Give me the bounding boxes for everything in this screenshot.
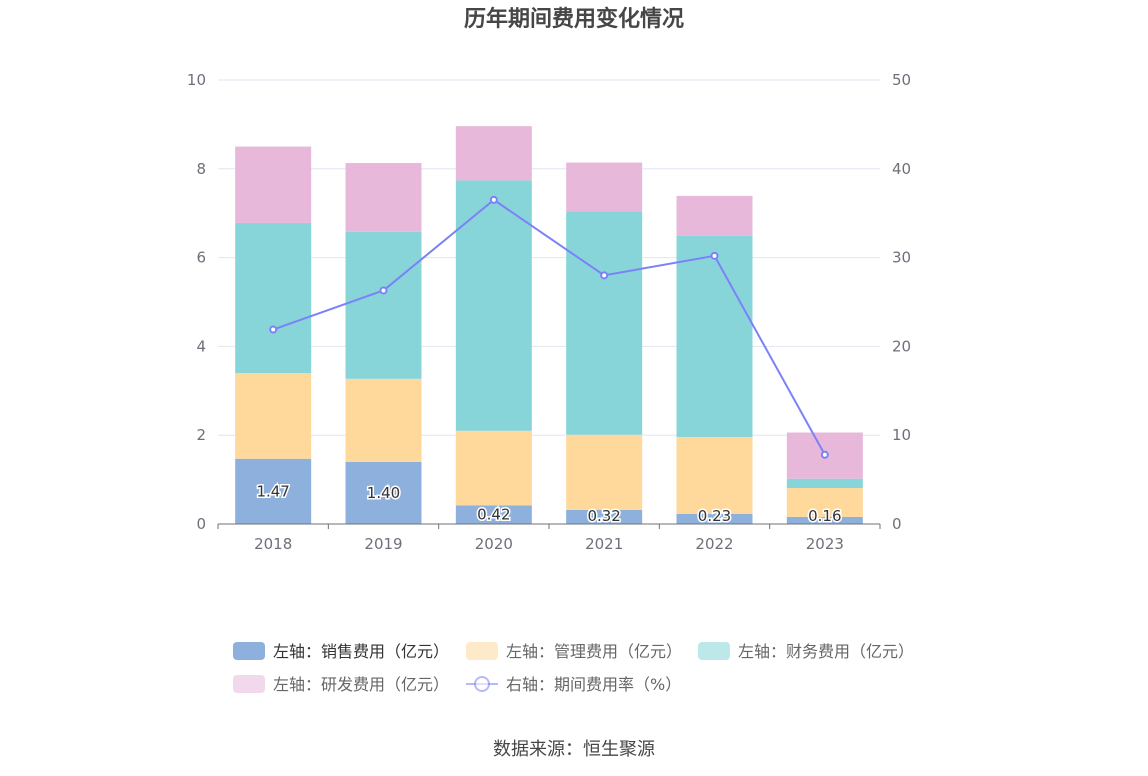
line-series: [269, 195, 829, 459]
legend-item: 左轴：财务费用（亿元）: [698, 642, 914, 661]
line-point: [710, 251, 719, 260]
right-axis-tick-label: 30: [892, 249, 911, 267]
legend-item: 右轴：期间费用率（%）: [466, 675, 681, 694]
chart-title: 历年期间费用变化情况: [464, 6, 684, 32]
line-point: [820, 450, 829, 459]
bar: [566, 509, 643, 524]
bar: [676, 235, 753, 437]
legend-label: 左轴：管理费用（亿元）: [506, 642, 682, 661]
bar: [566, 211, 643, 435]
bar: [345, 378, 422, 462]
bar: [455, 126, 532, 181]
legend-label: 左轴：研发费用（亿元）: [273, 675, 449, 694]
bar: [235, 222, 312, 374]
right-axis-tick-label: 50: [892, 71, 911, 89]
bar: [455, 430, 532, 506]
legend-swatch-marker: [474, 676, 490, 692]
legend: 左轴：销售费用（亿元） 左轴：管理费用（亿元） 左轴：财务费用（亿元） 左轴：研发费用…: [233, 642, 914, 694]
bar-data-label: 0.42: [477, 506, 510, 524]
right-axis-tick-label: 40: [892, 160, 911, 178]
bar: [235, 458, 312, 524]
bar: [455, 505, 532, 524]
left-axis-tick-label: 6: [196, 249, 206, 267]
bar: [235, 373, 312, 459]
bar-data-label: 0.32: [587, 507, 620, 525]
data-labels: 1.47 1.40 0.42 0.32 0.23 0.16: [255, 481, 843, 527]
legend-label: 右轴：期间费用率（%）: [506, 675, 681, 694]
bar: [345, 231, 422, 379]
bar: [786, 516, 863, 524]
bar-data-label: 0.16: [808, 507, 841, 525]
legend-label: 左轴：财务费用（亿元）: [738, 642, 914, 661]
axes: 0 2 4 6 8 10 0 10 20 30 40 50 2018 2019 2020 2021 2022 20…: [187, 71, 911, 553]
legend-item: 左轴：管理费用（亿元）: [466, 642, 682, 661]
bar: [345, 461, 422, 524]
bar-data-label: 1.40: [367, 484, 400, 502]
line-path: [272, 198, 826, 456]
x-axis-tick-label: 2018: [254, 535, 292, 553]
bar-data-label: 0.23: [698, 507, 731, 525]
line-point: [379, 286, 388, 295]
source-note: 数据来源：恒生聚源: [493, 739, 655, 760]
bar: [786, 478, 863, 489]
bar: [235, 146, 312, 223]
legend-swatch: [698, 642, 730, 660]
legend-swatch: [233, 642, 265, 660]
legend-swatch: [233, 675, 265, 693]
legend-swatch: [466, 642, 498, 660]
grid-lines: [218, 79, 880, 436]
x-axis-tick-label: 2022: [695, 535, 733, 553]
legend-item: 左轴：销售费用（亿元）: [233, 642, 449, 661]
legend-label: 左轴：销售费用（亿元）: [273, 642, 449, 661]
bar: [455, 180, 532, 431]
bar: [566, 434, 643, 510]
bar: [676, 513, 753, 524]
x-axis-tick-label: 2019: [364, 535, 402, 553]
bar: [786, 488, 863, 517]
left-axis-tick-label: 8: [196, 160, 206, 178]
line-point: [489, 195, 498, 204]
left-axis-tick-label: 2: [196, 426, 206, 444]
line-point: [600, 271, 609, 280]
x-axis-tick-label: 2020: [475, 535, 513, 553]
bar-data-label: 1.47: [256, 482, 289, 500]
x-axis-tick-label: 2021: [585, 535, 623, 553]
right-axis-tick-label: 0: [892, 515, 902, 533]
bar: [345, 163, 422, 232]
right-axis-tick-label: 20: [892, 337, 911, 355]
bar: [676, 436, 753, 514]
bars: [235, 126, 863, 524]
left-axis-tick-label: 0: [196, 515, 206, 533]
left-axis-tick-label: 10: [187, 71, 206, 89]
x-axis-tick-label: 2023: [806, 535, 844, 553]
left-axis-tick-label: 4: [196, 337, 206, 355]
legend-item: 左轴：研发费用（亿元）: [233, 675, 449, 694]
line-point: [269, 325, 278, 334]
bar: [566, 162, 643, 212]
right-axis-tick-label: 10: [892, 426, 911, 444]
bar: [676, 195, 753, 236]
